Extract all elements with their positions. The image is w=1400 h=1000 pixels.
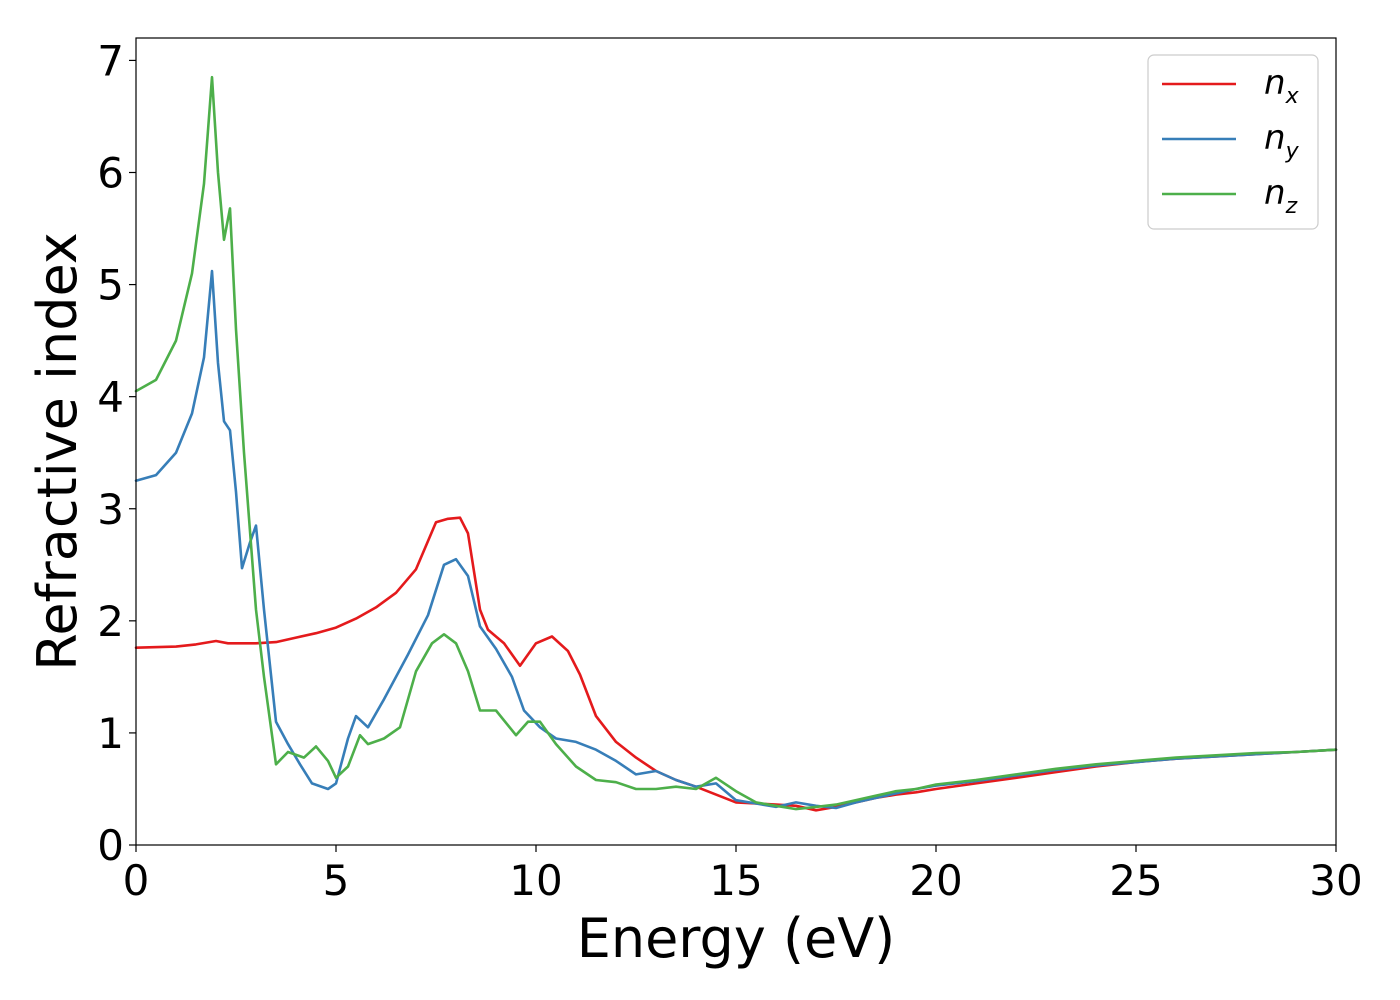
- y-tick-label: 2: [97, 597, 124, 646]
- y-axis-label: Refractive index: [26, 232, 89, 671]
- x-tick-label: 20: [909, 856, 962, 905]
- y-tick-label: 4: [97, 373, 124, 422]
- x-tick-label: 25: [1109, 856, 1162, 905]
- legend-box: [1147, 54, 1319, 230]
- x-tick-label: 0: [123, 856, 150, 905]
- legend-label-ny: ny: [1264, 118, 1300, 164]
- x-tick-label: 15: [709, 856, 762, 905]
- y-tick-label: 1: [97, 709, 124, 758]
- x-tick-label: 30: [1309, 856, 1362, 905]
- y-tick-label: 3: [97, 485, 124, 534]
- x-axis-ticks: 0 5 10 15 20 25 30: [123, 845, 1363, 905]
- x-tick-label: 10: [509, 856, 562, 905]
- legend-label-nx: nx: [1264, 63, 1300, 109]
- y-axis-ticks: 0 1 2 3 4 5 6 7: [97, 36, 136, 870]
- series-line-nx: [134, 516, 1338, 812]
- y-tick-label: 0: [97, 821, 124, 870]
- y-tick-label: 7: [97, 36, 124, 85]
- y-tick-label: 5: [97, 261, 124, 310]
- y-tick-label: 6: [97, 149, 124, 198]
- series-line-nz: [134, 75, 1338, 811]
- plot-lines: [134, 75, 1338, 812]
- legend: nx ny nz: [1147, 54, 1319, 230]
- x-axis-label: Energy (eV): [577, 907, 896, 970]
- x-tick-label: 5: [323, 856, 350, 905]
- legend-label-nz: nz: [1264, 173, 1298, 219]
